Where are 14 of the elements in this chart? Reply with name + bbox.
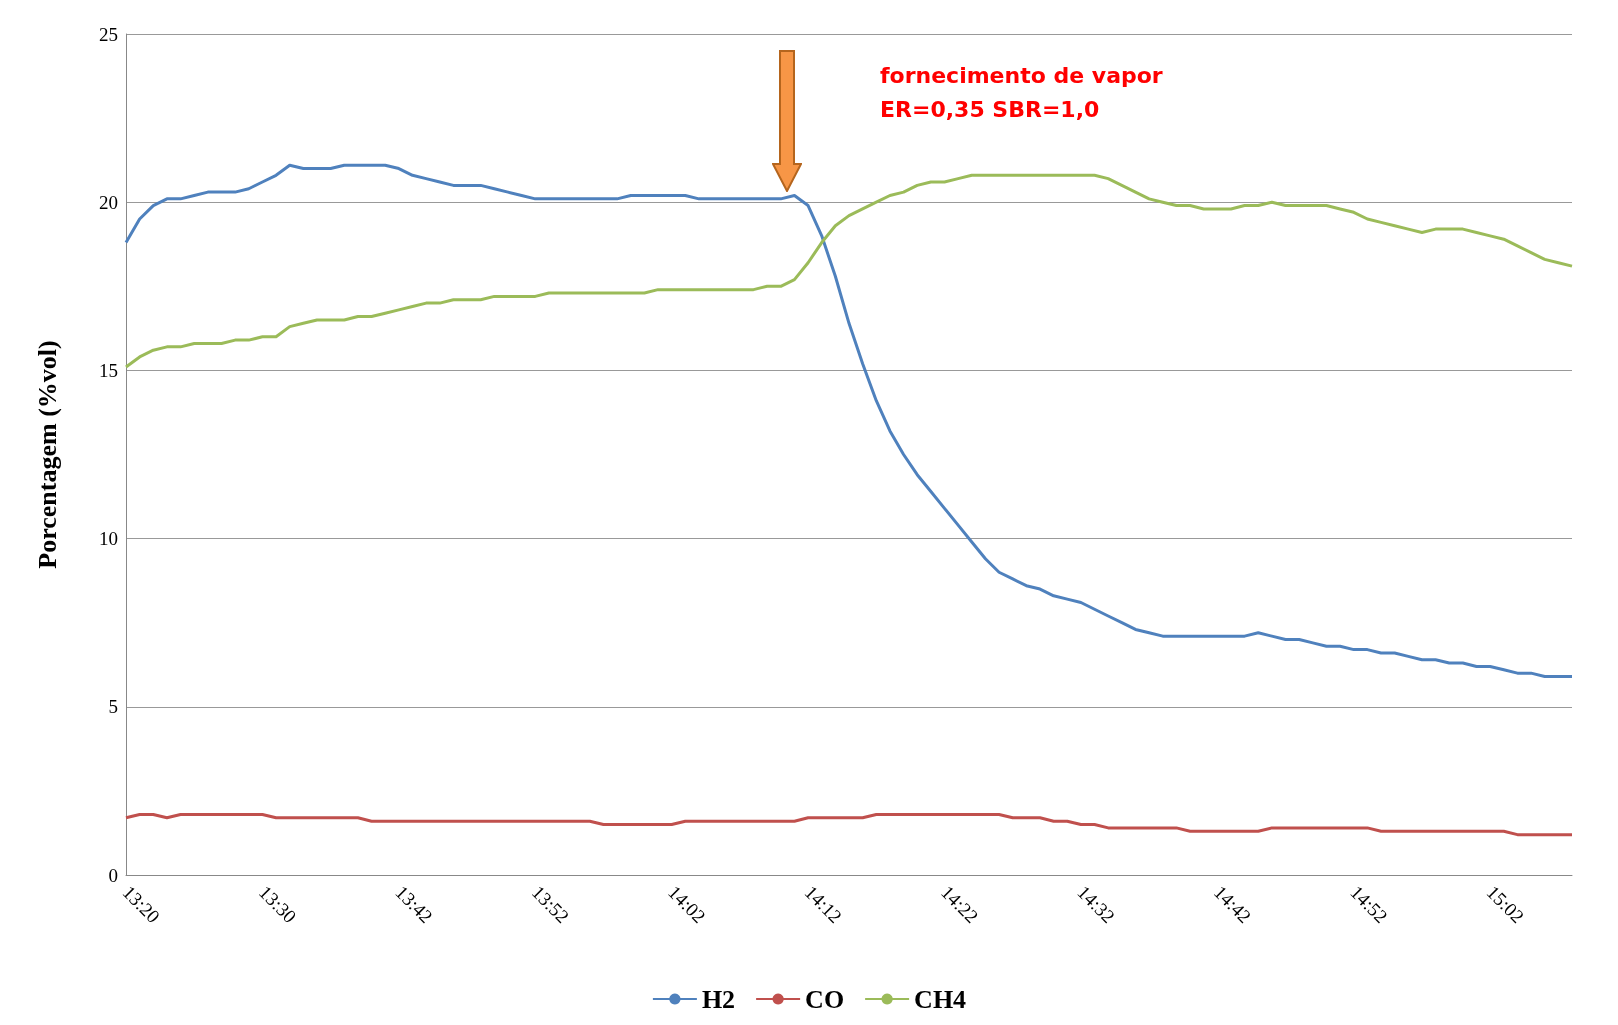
- line-series: [124, 163, 1574, 679]
- y-tick-label: 10: [99, 528, 118, 550]
- y-tick-label: 15: [99, 359, 118, 381]
- line-series: [124, 812, 1574, 837]
- y-tick-label: 20: [99, 191, 118, 213]
- legend-label: CO: [805, 984, 845, 1014]
- legend-label: H2: [701, 984, 736, 1014]
- annotation: fornecimento de vapor ER=0,35 SBR=1,0: [880, 62, 1163, 122]
- y-axis-title: Porcentagem (%vol): [32, 340, 62, 569]
- y-tick-label: 5: [108, 696, 118, 718]
- y-tick-label: 25: [99, 23, 118, 45]
- legend-label: CH4: [914, 984, 967, 1014]
- y-tick-label: 0: [108, 864, 118, 886]
- line-series: [124, 173, 1574, 369]
